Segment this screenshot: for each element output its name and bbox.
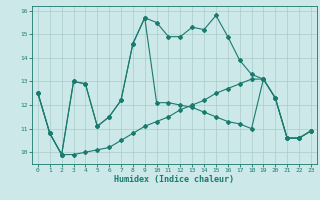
X-axis label: Humidex (Indice chaleur): Humidex (Indice chaleur) bbox=[115, 175, 234, 184]
